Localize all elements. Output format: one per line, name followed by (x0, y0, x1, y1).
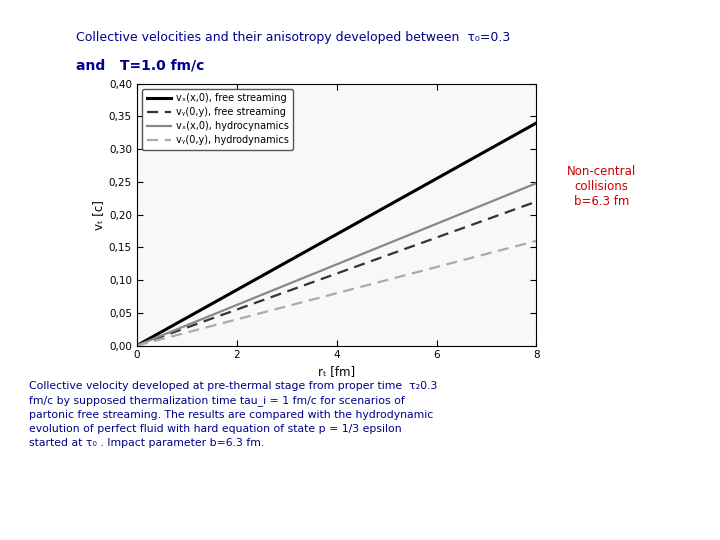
Y-axis label: vₜ [c]: vₜ [c] (91, 200, 104, 230)
Text: Collective velocity developed at pre-thermal stage from proper time  τ₂0.3
fm/c : Collective velocity developed at pre-the… (29, 381, 437, 448)
X-axis label: rₜ [fm]: rₜ [fm] (318, 364, 355, 377)
Legend: vₓ(x,0), free streaming, vᵧ(0,y), free streaming, vₓ(x,0), hydrocynamics, vᵧ(0,y: vₓ(x,0), free streaming, vᵧ(0,y), free s… (142, 89, 294, 150)
Text: and   Τ=1.0 fm/c: and Τ=1.0 fm/c (76, 59, 204, 73)
Text: Non-central
collisions
b=6.3 fm: Non-central collisions b=6.3 fm (567, 165, 636, 208)
Text: Collective velocities and their anisotropy developed between  τ₀=0.3: Collective velocities and their anisotro… (76, 31, 510, 44)
